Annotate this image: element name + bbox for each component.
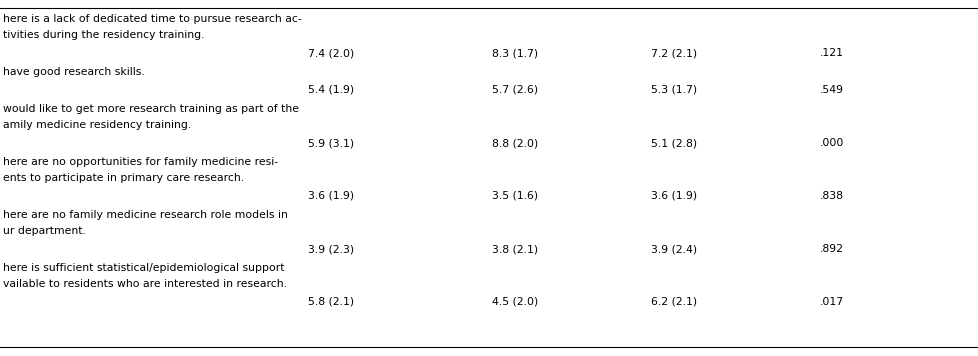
- Text: 5.3 (1.7): 5.3 (1.7): [650, 85, 696, 95]
- Text: .838: .838: [820, 191, 843, 201]
- Text: 5.7 (2.6): 5.7 (2.6): [492, 85, 538, 95]
- Text: tivities during the residency training.: tivities during the residency training.: [3, 30, 204, 40]
- Text: .121: .121: [820, 48, 843, 58]
- Text: here is sufficient statistical/epidemiological support: here is sufficient statistical/epidemiol…: [3, 263, 285, 273]
- Text: here are no opportunities for family medicine resi-: here are no opportunities for family med…: [3, 157, 278, 167]
- Text: 7.2 (2.1): 7.2 (2.1): [650, 48, 696, 58]
- Text: .017: .017: [820, 297, 843, 307]
- Text: 3.6 (1.9): 3.6 (1.9): [650, 191, 696, 201]
- Text: .892: .892: [820, 244, 843, 254]
- Text: 3.9 (2.3): 3.9 (2.3): [308, 244, 354, 254]
- Text: have good research skills.: have good research skills.: [3, 67, 145, 77]
- Text: 3.6 (1.9): 3.6 (1.9): [308, 191, 354, 201]
- Text: 3.5 (1.6): 3.5 (1.6): [492, 191, 538, 201]
- Text: 8.8 (2.0): 8.8 (2.0): [492, 138, 538, 148]
- Text: 5.9 (3.1): 5.9 (3.1): [308, 138, 354, 148]
- Text: 5.1 (2.8): 5.1 (2.8): [650, 138, 696, 148]
- Text: 3.9 (2.4): 3.9 (2.4): [650, 244, 696, 254]
- Text: would like to get more research training as part of the: would like to get more research training…: [3, 104, 298, 114]
- Text: 8.3 (1.7): 8.3 (1.7): [492, 48, 538, 58]
- Text: 5.4 (1.9): 5.4 (1.9): [308, 85, 354, 95]
- Text: 3.8 (2.1): 3.8 (2.1): [492, 244, 538, 254]
- Text: vailable to residents who are interested in research.: vailable to residents who are interested…: [3, 279, 287, 289]
- Text: .549: .549: [820, 85, 843, 95]
- Text: 7.4 (2.0): 7.4 (2.0): [308, 48, 354, 58]
- Text: ur department.: ur department.: [3, 226, 86, 236]
- Text: amily medicine residency training.: amily medicine residency training.: [3, 120, 191, 130]
- Text: here are no family medicine research role models in: here are no family medicine research rol…: [3, 210, 288, 220]
- Text: here is a lack of dedicated time to pursue research ac-: here is a lack of dedicated time to purs…: [3, 14, 301, 24]
- Text: 5.8 (2.1): 5.8 (2.1): [308, 297, 354, 307]
- Text: 6.2 (2.1): 6.2 (2.1): [650, 297, 696, 307]
- Text: .000: .000: [820, 138, 843, 148]
- Text: ents to participate in primary care research.: ents to participate in primary care rese…: [3, 173, 244, 183]
- Text: 4.5 (2.0): 4.5 (2.0): [492, 297, 538, 307]
